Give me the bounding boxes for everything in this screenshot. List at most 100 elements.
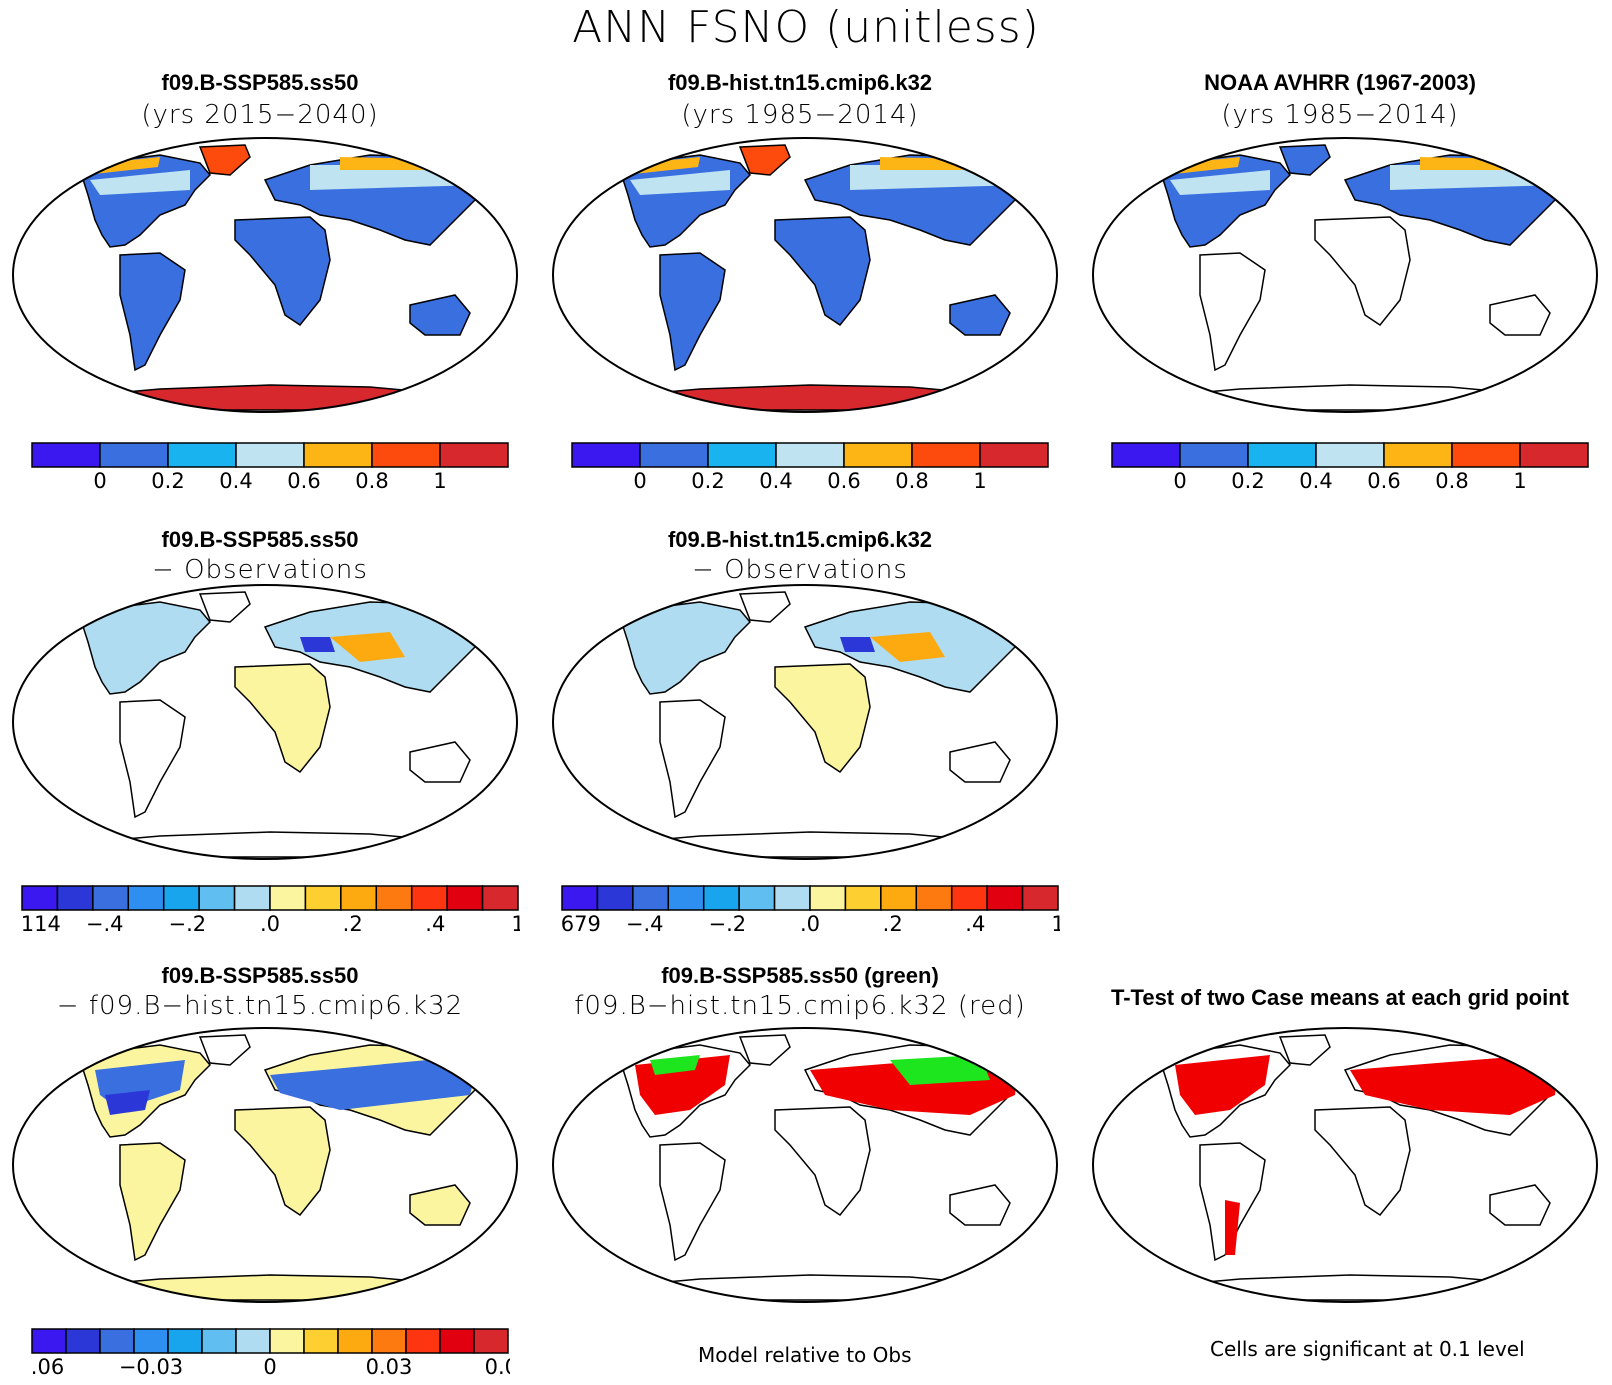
- colorbar-swatch: [571, 442, 641, 468]
- panel-case1-minus-obs: f09.B-SSP585.ss50 − Observations: [0, 527, 520, 860]
- colorbar-swatch: [1111, 442, 1181, 468]
- colorbar-swatch: [979, 442, 1049, 468]
- continent-southAmerica: [119, 1142, 186, 1262]
- colorbar-swatch: [667, 885, 705, 911]
- map-border: [12, 1027, 518, 1303]
- continent-australia: [1489, 1184, 1551, 1226]
- colorbar: 0 0.2 0.4 0.6 0.8 1: [1111, 442, 1589, 493]
- colorbar-swatch: [31, 1328, 67, 1354]
- colorbar-swatch: [269, 885, 307, 911]
- colorbar-swatch: [1315, 442, 1385, 468]
- panel-case1-climatology: f09.B-SSP585.ss50 (yrs 2015−2040): [0, 70, 520, 490]
- colorbar-swatch: [31, 442, 101, 468]
- continent-greenland: [738, 591, 791, 623]
- continent-northAmerica: [79, 601, 212, 695]
- colorbar-swatch: [481, 885, 519, 911]
- map-border: [1092, 137, 1598, 413]
- colorbar-swatch: [561, 885, 599, 911]
- signal-area: [1175, 1055, 1270, 1115]
- panel-case2-climatology: f09.B-hist.tn15.cmip6.k32 (yrs 1985−2014…: [540, 70, 1060, 490]
- continent-africa: [774, 216, 871, 327]
- colorbar-swatch: [304, 885, 342, 911]
- ocean: [13, 1028, 517, 1302]
- colorbar-case1-minus-obs: −.8114 −.4 −.2 .0 .2 .4 1: [0, 885, 525, 942]
- colorbar-swatch: [596, 885, 634, 911]
- signal-area: [1225, 1200, 1240, 1255]
- colorbar-obs: 0 0.2 0.4 0.6 0.8 1: [1110, 442, 1590, 497]
- colorbar-swatch: [56, 885, 94, 911]
- continent-australia: [409, 294, 471, 336]
- colorbar-swatch: [337, 1328, 373, 1354]
- colorbar-label: 0.8: [355, 469, 388, 492]
- diff-strong-negative-area: [105, 1090, 150, 1115]
- map-border: [552, 584, 1058, 860]
- colorbar-swatch: [235, 442, 305, 468]
- colorbar-swatch: [950, 885, 988, 911]
- colorbar-label: −0.03: [119, 1355, 183, 1379]
- colorbar-swatch: [375, 885, 413, 911]
- colorbar-label: 0.03: [366, 1355, 413, 1379]
- colorbar: 0 0.2 0.4 0.6 0.8 1: [31, 442, 509, 493]
- continent-southAmerica: [659, 252, 726, 372]
- colorbar-label: 1: [1513, 469, 1526, 492]
- colorbar-swatch: [773, 885, 811, 911]
- world-map: [552, 1027, 1058, 1303]
- colorbar-label: 1: [433, 469, 446, 492]
- colorbar-label: −0.06: [30, 1355, 64, 1379]
- colorbar: −.8114 −.4 −.2 .0 .2 .4 1: [0, 885, 525, 936]
- map-border: [552, 137, 1058, 413]
- colorbar-case1: 0 0.2 0.4 0.6 0.8 1: [30, 442, 510, 497]
- world-map: [552, 584, 1058, 860]
- continent-australia: [409, 741, 471, 783]
- colorbar-label: −.2: [169, 912, 207, 936]
- colorbar-swatch: [405, 1328, 441, 1354]
- panel-subtitle: (yrs 2015−2040): [141, 100, 379, 130]
- colorbar-label: .4: [965, 912, 985, 936]
- colorbar-swatch: [915, 885, 953, 911]
- colorbar-case2: 0 0.2 0.4 0.6 0.8 1: [570, 442, 1050, 497]
- panel-title: f09.B-SSP585.ss50: [161, 527, 359, 552]
- continent-australia: [949, 1184, 1011, 1226]
- colorbar-swatch: [986, 885, 1024, 911]
- continent-greenland: [738, 144, 791, 176]
- panel-subtitle: − Observations: [152, 555, 368, 585]
- colorbar-swatch: [775, 442, 845, 468]
- continent-australia: [949, 741, 1011, 783]
- world-map: [12, 1027, 518, 1303]
- colorbar-swatch: [1519, 442, 1589, 468]
- colorbar-label: 0.2: [151, 469, 184, 492]
- ocean: [13, 585, 517, 859]
- continent-africa: [774, 1106, 871, 1217]
- colorbar-label: 0.2: [691, 469, 724, 492]
- colorbar-swatch: [1247, 442, 1317, 468]
- main-title: ANN FSNO (unitless): [572, 2, 1040, 53]
- continent-africa: [234, 663, 331, 774]
- colorbar-label: 1: [1051, 912, 1060, 936]
- continent-northAmerica: [619, 601, 752, 695]
- colorbar-swatch: [127, 885, 165, 911]
- continent-greenland: [738, 1034, 791, 1066]
- colorbar-label: 1: [511, 912, 520, 936]
- ocean: [553, 1028, 1057, 1302]
- signal-area: [1350, 1053, 1560, 1115]
- colorbar-swatch: [702, 885, 740, 911]
- colorbar-label: .0: [260, 912, 280, 936]
- colorbar-swatch: [92, 885, 130, 911]
- colorbar-swatch: [269, 1328, 305, 1354]
- colorbar-label: −.2: [709, 912, 747, 936]
- continent-greenland: [198, 591, 251, 623]
- continent-africa: [1314, 216, 1411, 327]
- green-area: [890, 1055, 990, 1085]
- ocean: [1093, 138, 1597, 412]
- panel-observations: NOAA AVHRR (1967-2003) (yrs 1985−2014): [1080, 70, 1600, 490]
- colorbar-label: −.8114: [20, 912, 61, 936]
- world-map: [1092, 1027, 1598, 1303]
- colorbar-swatch: [446, 885, 484, 911]
- colorbar-label: 0.8: [1435, 469, 1468, 492]
- colorbar-swatch: [1179, 442, 1249, 468]
- green-area: [650, 1055, 700, 1075]
- colorbar-swatch: [99, 1328, 135, 1354]
- colorbar-swatch: [371, 1328, 407, 1354]
- colorbar-label: .0: [800, 912, 820, 936]
- colorbar-swatch: [1021, 885, 1059, 911]
